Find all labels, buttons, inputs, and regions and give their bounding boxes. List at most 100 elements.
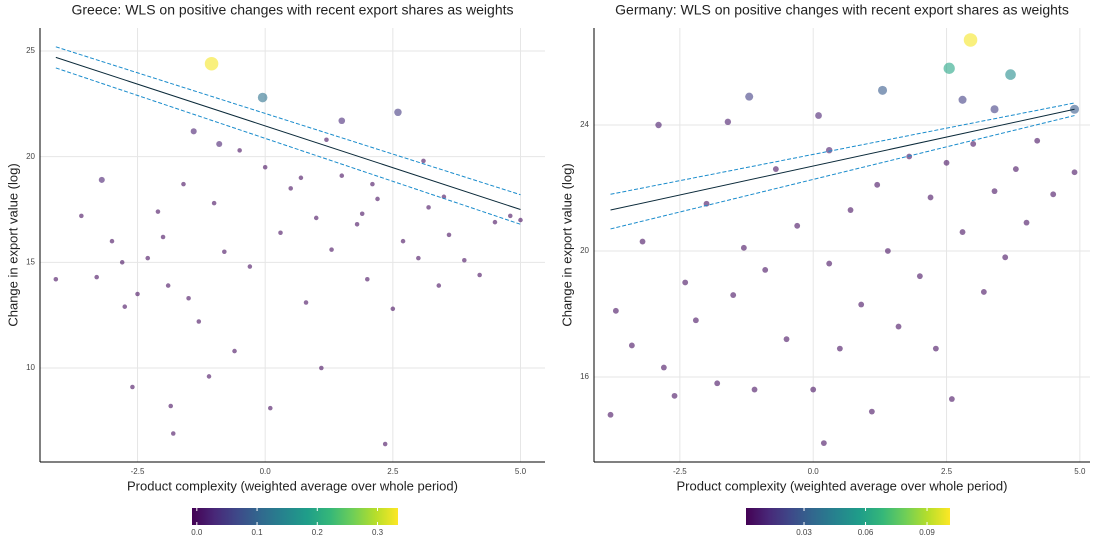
x-tick-label: 2.5 [387,467,399,476]
ci-lower [610,115,1075,230]
colorbar-tick-label: 0.03 [796,528,812,537]
point [375,196,380,202]
point [354,222,360,227]
point [477,272,482,278]
point [339,173,345,178]
point [826,260,833,267]
point [794,222,801,229]
point [462,257,467,263]
x-tick-label: 5.0 [1074,467,1086,476]
point [319,365,324,371]
point [991,188,998,195]
point [329,247,334,252]
point [436,283,442,288]
point [724,118,732,126]
point [204,56,219,71]
point [416,255,421,261]
point [628,342,635,349]
point [783,336,790,343]
point [190,128,197,135]
ci-upper [610,102,1075,195]
point [1023,219,1030,226]
point [958,95,967,104]
point [222,249,227,255]
ci-upper [55,46,521,196]
colorbar [746,508,950,525]
point [639,238,646,245]
point [671,392,678,399]
point [820,440,827,447]
point [247,264,253,269]
point [278,230,283,236]
point [990,105,999,114]
point [237,148,242,153]
point [740,244,747,251]
y-tick-label: 10 [26,363,35,372]
point [257,92,268,103]
point [288,186,293,191]
point [268,405,273,411]
point [970,140,977,147]
colorbar-tick-label: 0.09 [919,528,935,537]
point [745,92,754,101]
ci-lower [55,67,521,225]
point [682,279,689,286]
x-tick-label: 0.0 [260,467,272,476]
point [122,304,128,309]
colorbar-tick-label: 0.06 [858,528,874,537]
x-tick-label: 0.0 [808,467,820,476]
point [338,117,346,125]
point [858,301,865,308]
x-tick-label: -2.5 [673,467,687,476]
fit-line [610,108,1075,211]
point [612,307,619,314]
y-tick-label: 25 [26,46,35,55]
point [895,323,902,330]
point [79,213,84,219]
colorbar-tick-label: 0.0 [191,528,203,537]
y-tick-label: 15 [26,257,35,266]
point [211,200,217,206]
point [1034,137,1041,144]
point [298,175,304,181]
point [518,217,523,223]
point [980,289,987,295]
chart-title: Greece: WLS on positive changes with rec… [72,2,514,18]
point [359,211,365,217]
point [607,411,614,418]
point [1012,166,1019,173]
point [196,319,202,324]
colorbar [192,508,398,525]
fit-line [55,56,521,210]
point [660,364,667,371]
point [421,158,426,164]
point [762,266,769,273]
point [400,238,406,244]
x-tick-label: -2.5 [131,467,145,476]
point [1005,69,1016,80]
point [714,380,721,387]
y-tick-label: 20 [26,152,35,161]
point [446,232,452,238]
point [145,255,151,261]
colorbar-tick-label: 0.1 [251,528,263,537]
point [262,164,268,170]
point [703,200,710,207]
point [751,386,758,393]
point [94,274,99,280]
point [655,121,662,129]
point [168,403,173,409]
point [324,137,329,143]
point [730,292,737,298]
point [109,238,115,244]
point [884,248,891,254]
point [825,146,833,154]
colorbar-tick-label: 0.3 [372,528,384,537]
point [155,209,161,214]
point [216,140,223,148]
point [868,408,875,415]
point [390,306,396,312]
point [130,384,135,390]
point [943,159,950,166]
